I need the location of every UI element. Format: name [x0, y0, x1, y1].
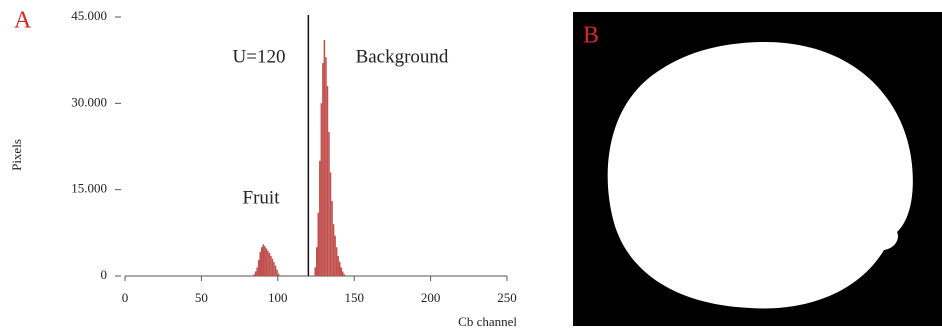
- bar: [340, 267, 342, 276]
- bar: [344, 274, 346, 276]
- figure: A U=120 Fruit Background Pixels Cb chann…: [0, 0, 942, 333]
- annotation: Background: [356, 46, 449, 67]
- bar: [322, 63, 324, 276]
- annotation: Fruit: [243, 187, 281, 208]
- bar: [253, 274, 255, 276]
- y-tick-label: 30.000: [71, 94, 107, 109]
- x-tick-label: 100: [268, 290, 288, 305]
- bar: [264, 246, 266, 276]
- bar: [331, 201, 333, 276]
- image-panel: B: [573, 12, 942, 326]
- bar: [269, 253, 271, 276]
- bar: [263, 244, 265, 276]
- bar: [314, 267, 316, 276]
- bar: [339, 262, 341, 276]
- bar: [328, 132, 330, 276]
- bar: [336, 247, 338, 276]
- bar: [273, 262, 275, 276]
- threshold-label: U=120: [233, 46, 286, 67]
- bar: [334, 236, 336, 276]
- y-tick-label: 15.000: [71, 181, 107, 196]
- bar: [325, 57, 327, 276]
- bar: [270, 256, 272, 276]
- x-axis-label: Cb channel: [458, 314, 517, 329]
- bar: [272, 259, 274, 276]
- y-axis-label: Pixels: [9, 139, 24, 171]
- bar: [276, 270, 278, 276]
- bar: [266, 248, 268, 276]
- bar: [327, 86, 329, 276]
- fruit-mask: [608, 42, 913, 309]
- y-tick-label: 45.000: [71, 8, 107, 23]
- bar: [255, 271, 257, 276]
- bar: [259, 252, 261, 276]
- bar: [256, 267, 258, 276]
- bar: [330, 172, 332, 276]
- bar: [337, 256, 339, 276]
- bar: [258, 260, 260, 276]
- bar: [324, 40, 326, 276]
- bar: [321, 103, 323, 276]
- bar: [316, 247, 318, 276]
- panel-label: A: [14, 8, 32, 34]
- x-tick-label: 150: [344, 290, 364, 305]
- x-tick-label: 200: [421, 290, 441, 305]
- bar: [318, 213, 320, 276]
- panel-label: B: [583, 23, 599, 49]
- bar: [342, 271, 344, 276]
- x-tick-label: 250: [497, 290, 517, 305]
- y-tick-label: 0: [101, 267, 108, 282]
- bar: [333, 224, 335, 276]
- x-tick-label: 0: [122, 290, 129, 305]
- bar: [267, 251, 269, 276]
- bar: [278, 274, 280, 276]
- bar: [319, 161, 321, 276]
- bar: [275, 266, 277, 276]
- x-tick-label: 50: [195, 290, 208, 305]
- bar: [261, 247, 263, 276]
